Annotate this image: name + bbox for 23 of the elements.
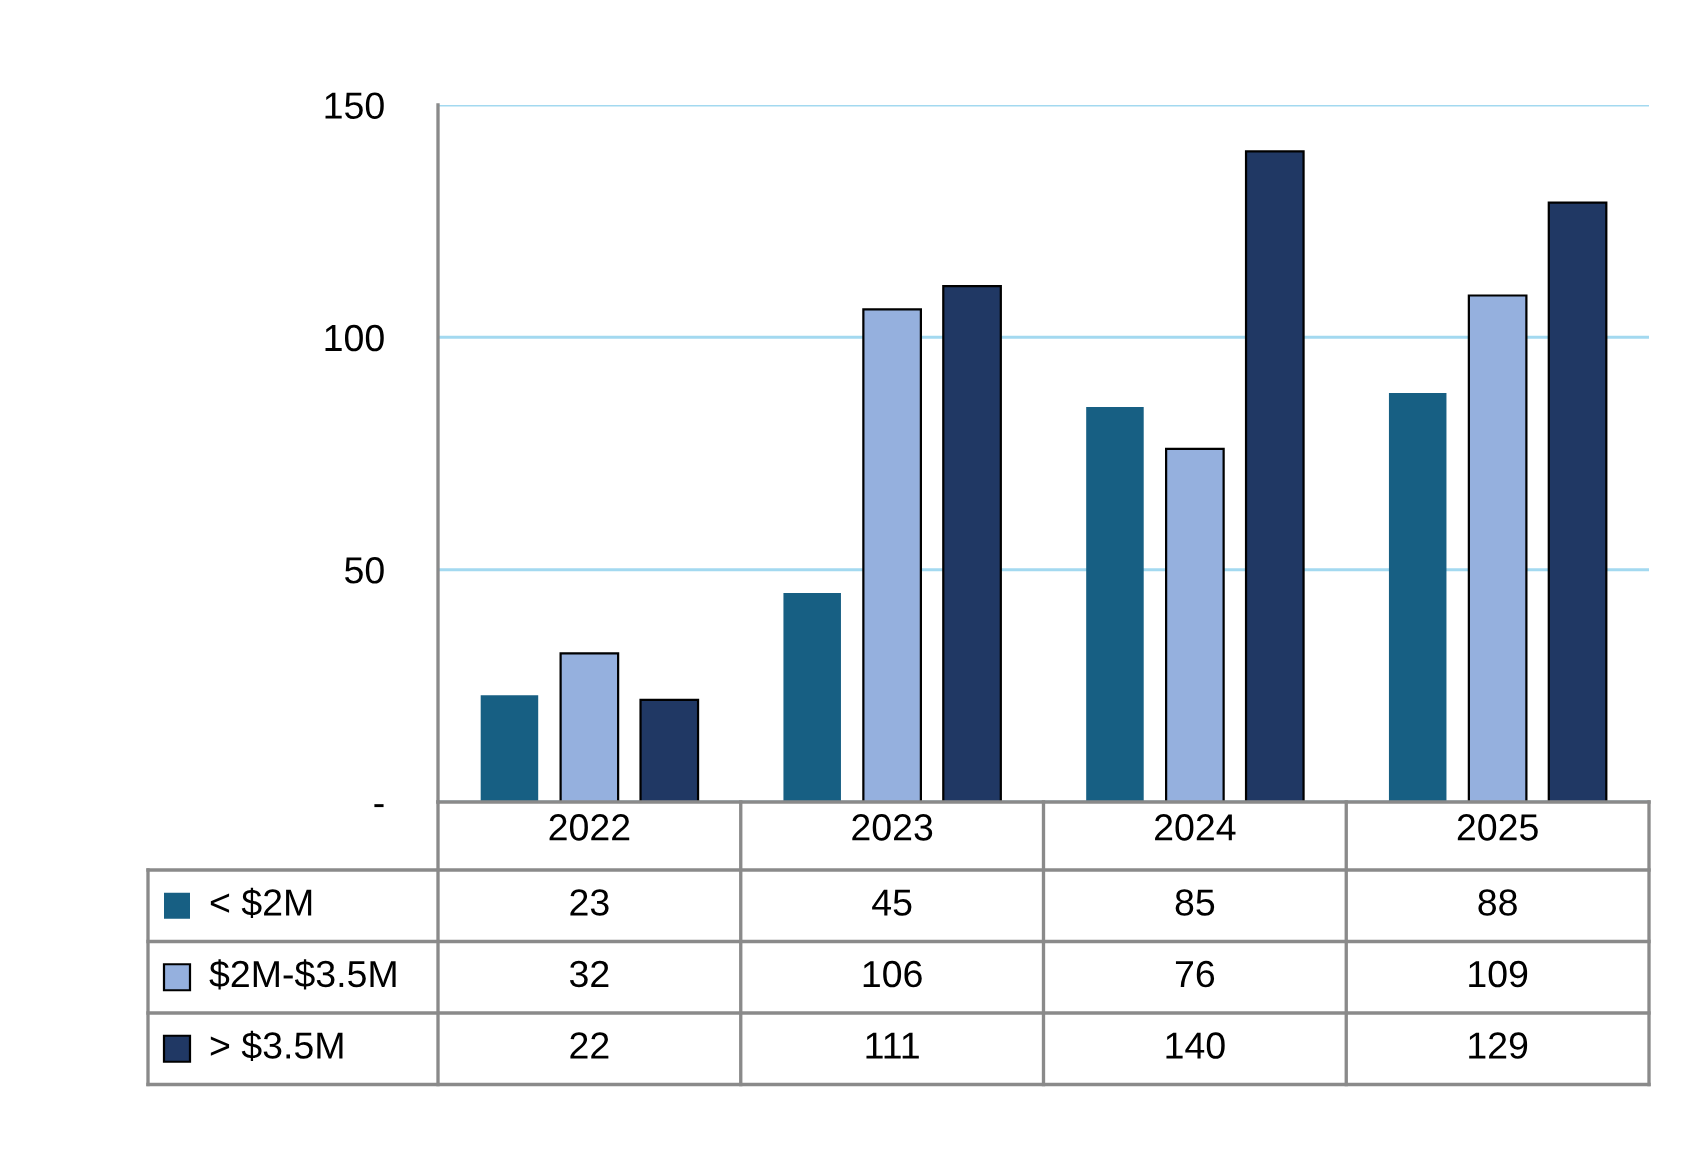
data-label: 88 <box>1478 889 1517 916</box>
y-tick-label: - <box>374 804 384 808</box>
data-label: 85 <box>1175 889 1215 916</box>
data-label: 23 <box>570 889 609 916</box>
x-tick-label: 2024 <box>1155 814 1236 841</box>
data-label: 45 <box>872 889 912 916</box>
data-label: 106 <box>863 960 922 988</box>
x-tick-label: 2025 <box>1457 814 1538 841</box>
x-tick-label: 2023 <box>852 814 933 841</box>
data-label: 109 <box>1469 960 1528 988</box>
data-label: 76 <box>1175 960 1215 988</box>
y-tick-label: 50 <box>345 557 384 584</box>
legend-label: < $2M <box>210 887 312 919</box>
legend-label: $2M-$3.5M <box>209 959 396 990</box>
x-tick-label: 2022 <box>549 814 630 841</box>
data-label: 32 <box>569 960 609 988</box>
y-tick-label: 100 <box>325 324 384 352</box>
y-tick-label: 150 <box>325 92 384 119</box>
data-label: 22 <box>570 1032 609 1059</box>
legend-label: > $3.5M <box>210 1030 343 1062</box>
data-label: 111 <box>866 1032 919 1059</box>
data-label: 140 <box>1166 1032 1225 1059</box>
data-label: 129 <box>1469 1032 1528 1059</box>
